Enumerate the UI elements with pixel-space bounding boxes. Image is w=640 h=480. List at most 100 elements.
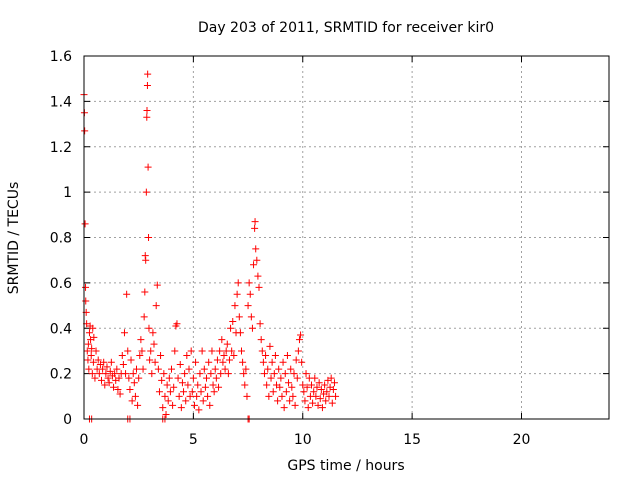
data-points	[80, 70, 340, 423]
chart-title: Day 203 of 2011, SRMTID for receiver kir…	[198, 20, 494, 36]
data-point	[267, 374, 275, 382]
data-point	[275, 365, 283, 373]
data-point	[219, 358, 227, 366]
data-point	[238, 347, 245, 355]
data-point	[196, 370, 204, 378]
data-point	[81, 220, 89, 228]
data-point	[126, 386, 134, 394]
data-point	[251, 218, 259, 226]
data-point	[89, 324, 97, 332]
data-point	[122, 370, 130, 378]
data-point	[176, 361, 184, 369]
data-point	[89, 358, 97, 366]
x-axis-label: GPS time / hours	[287, 458, 404, 474]
data-point	[231, 302, 239, 310]
data-point	[293, 374, 301, 382]
data-point	[140, 313, 148, 321]
data-point	[188, 388, 196, 396]
data-point	[328, 399, 336, 407]
data-point	[240, 370, 248, 378]
data-point	[189, 374, 197, 382]
data-point	[166, 388, 174, 396]
data-point	[258, 347, 266, 355]
data-point	[235, 313, 243, 321]
data-point	[103, 363, 111, 371]
data-point	[84, 356, 92, 364]
data-point	[146, 356, 154, 364]
data-point	[194, 381, 202, 389]
data-point	[94, 356, 102, 364]
data-point	[145, 324, 153, 332]
data-point	[105, 379, 113, 387]
data-point	[147, 347, 155, 355]
data-point	[262, 351, 270, 359]
data-point	[163, 381, 171, 389]
data-point	[256, 320, 264, 328]
data-point	[248, 324, 256, 332]
data-point	[199, 397, 207, 405]
data-point	[143, 113, 151, 121]
data-point	[290, 370, 298, 378]
data-point	[241, 381, 249, 389]
data-point	[168, 365, 175, 373]
data-point	[195, 406, 203, 414]
data-point	[102, 370, 110, 378]
x-tick-label: 20	[513, 432, 531, 448]
y-tick-label: 0.6	[50, 276, 72, 292]
data-point	[91, 374, 99, 382]
data-point	[85, 329, 93, 337]
data-point	[181, 370, 189, 378]
data-point	[82, 283, 90, 291]
data-point	[244, 302, 252, 310]
data-point	[304, 404, 312, 412]
data-point	[137, 336, 145, 344]
data-point	[303, 383, 311, 391]
data-point	[286, 397, 294, 405]
data-point	[298, 358, 306, 366]
data-point	[185, 365, 193, 373]
y-tick-label: 0.8	[50, 231, 72, 247]
data-point	[114, 386, 122, 394]
data-point	[113, 365, 121, 373]
data-point	[264, 365, 272, 373]
data-point	[318, 404, 326, 412]
data-point	[128, 397, 136, 405]
x-tick-label: 0	[80, 432, 89, 448]
data-point	[107, 358, 115, 366]
data-point	[171, 347, 179, 355]
data-point	[148, 370, 156, 378]
data-point	[88, 370, 96, 378]
data-point	[308, 381, 315, 389]
data-point	[87, 351, 95, 359]
data-point	[295, 336, 303, 344]
y-tick-label: 1.6	[50, 49, 72, 65]
data-point	[183, 351, 191, 359]
data-point	[142, 256, 150, 264]
data-point	[220, 351, 228, 359]
data-point	[225, 356, 233, 364]
data-point	[282, 388, 290, 396]
data-point	[125, 374, 133, 382]
data-point	[330, 379, 338, 387]
data-point	[192, 358, 200, 366]
data-point	[228, 347, 236, 355]
data-point	[83, 347, 91, 355]
data-point	[170, 383, 178, 391]
data-point	[139, 365, 147, 373]
data-point	[143, 106, 151, 114]
data-point	[315, 379, 323, 387]
data-point	[207, 370, 215, 378]
data-point	[98, 376, 105, 384]
data-point	[88, 345, 96, 353]
data-point	[300, 388, 308, 396]
data-point	[101, 381, 109, 389]
data-point	[84, 340, 92, 348]
data-point	[110, 383, 118, 391]
data-point	[144, 70, 152, 78]
data-point	[268, 358, 276, 366]
data-point	[177, 404, 185, 412]
data-point	[142, 188, 150, 196]
data-point	[257, 336, 265, 344]
y-tick-label: 1.2	[50, 140, 72, 156]
data-point	[120, 329, 128, 337]
